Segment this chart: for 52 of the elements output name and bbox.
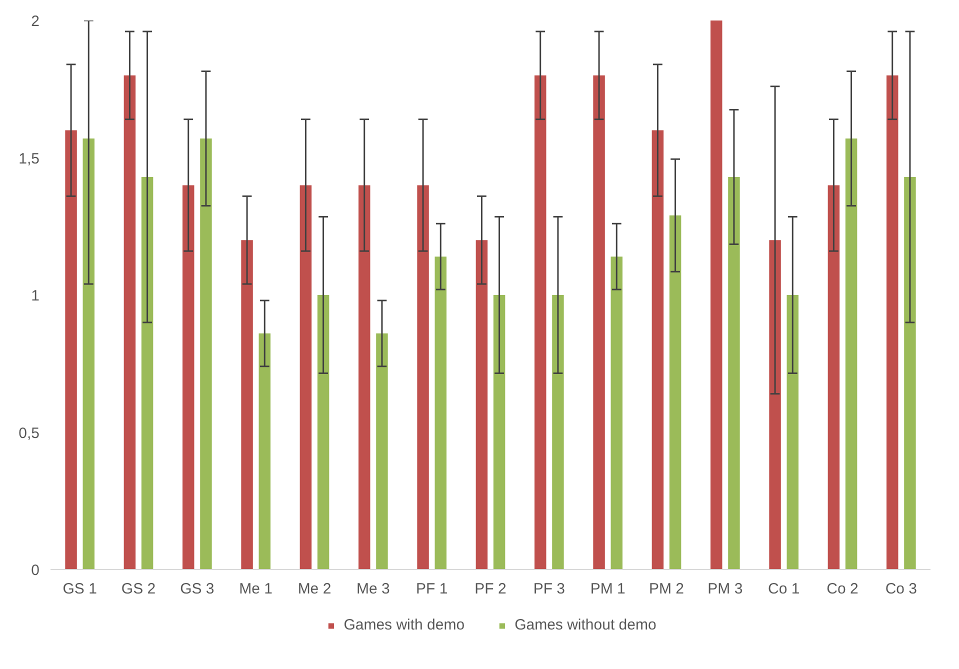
bar — [65, 130, 77, 570]
x-tick-label: GS 1 — [62, 580, 97, 598]
x-tick-label: PF 2 — [474, 580, 506, 598]
x-tick-label: PF 1 — [416, 580, 448, 598]
bar — [845, 138, 858, 570]
bar — [534, 75, 546, 570]
bar — [610, 256, 622, 570]
y-tick-label: 1 — [31, 288, 40, 304]
legend-label: Games with demo — [344, 616, 465, 634]
x-tick-label: Co 2 — [826, 580, 858, 598]
x-tick-label: PM 2 — [648, 580, 684, 598]
bar — [828, 185, 840, 570]
x-tick-label: Co 1 — [768, 580, 800, 598]
x-tick-label: PM 1 — [590, 580, 626, 598]
bar — [300, 185, 312, 570]
x-tick-label: PM 3 — [708, 580, 743, 598]
x-tick-label: PF 3 — [533, 580, 566, 598]
bar — [552, 295, 564, 570]
x-tick-label: Co 3 — [885, 580, 918, 598]
x-tick-label: Me 3 — [356, 580, 390, 598]
bar — [434, 256, 446, 570]
x-tick-label: GS 2 — [121, 580, 156, 598]
y-tick-label: 0,5 — [18, 424, 40, 442]
bar — [593, 75, 605, 570]
x-tick-label: Me 2 — [298, 580, 332, 598]
legend-label: Games without demo — [514, 616, 656, 634]
bar — [769, 240, 781, 570]
bar — [200, 138, 212, 570]
bar — [728, 176, 740, 570]
bar — [376, 333, 388, 570]
bar — [493, 295, 506, 570]
bar — [141, 176, 154, 570]
bar — [317, 295, 330, 570]
bar — [182, 185, 194, 570]
bar — [358, 185, 370, 570]
bar — [241, 240, 253, 570]
y-tick-label: 2 — [31, 13, 40, 30]
bar — [904, 176, 916, 570]
bar — [652, 130, 664, 570]
x-tick-label: GS 3 — [180, 580, 214, 598]
x-tick-label: Me 1 — [239, 580, 273, 598]
bar — [710, 20, 722, 570]
bar — [476, 240, 488, 570]
bar — [786, 295, 798, 570]
bar — [124, 75, 136, 570]
bar — [258, 333, 270, 570]
bar — [82, 138, 94, 570]
bar — [669, 215, 682, 570]
y-tick-label: 0 — [31, 562, 40, 579]
bar — [886, 75, 898, 570]
bar — [417, 185, 429, 570]
y-tick-label: 1,5 — [18, 150, 40, 168]
